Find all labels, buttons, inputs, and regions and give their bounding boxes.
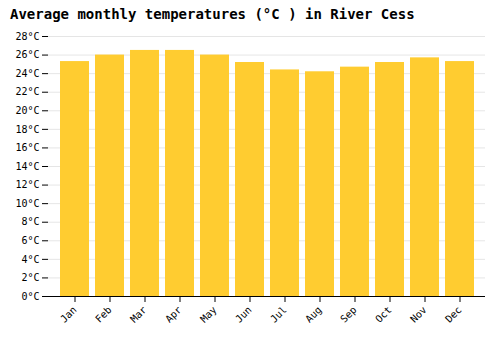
svg-text:Feb: Feb [93,304,114,325]
svg-text:0°C: 0°C [21,291,39,302]
svg-text:Jun: Jun [233,304,254,325]
svg-text:14°C: 14°C [15,161,39,172]
svg-text:24°C: 24°C [15,68,39,79]
svg-text:6°C: 6°C [21,235,39,246]
svg-text:20°C: 20°C [15,105,39,116]
svg-text:12°C: 12°C [15,179,39,190]
svg-text:2°C: 2°C [21,272,39,283]
svg-text:Jul: Jul [268,304,289,325]
svg-text:May: May [198,304,219,325]
svg-text:4°C: 4°C [21,254,39,265]
svg-text:18°C: 18°C [15,124,39,135]
svg-text:Nov: Nov [408,304,429,325]
svg-text:16°C: 16°C [15,142,39,153]
svg-text:Aug: Aug [303,304,324,325]
svg-text:Sep: Sep [338,304,359,325]
html-text:Average monthly temperatures (: Average monthly temperatures (°C ) in Ri… [10,6,415,22]
svg-text:26°C: 26°C [15,49,39,60]
svg-text:Apr: Apr [163,304,184,325]
svg-text:10°C: 10°C [15,198,39,209]
svg-text:28°C: 28°C [15,31,39,42]
svg-text:Oct: Oct [373,304,394,325]
svg-text:22°C: 22°C [15,86,39,97]
svg-text:Jan: Jan [58,304,79,325]
svg-text:8°C: 8°C [21,216,39,227]
svg-text:Mar: Mar [128,304,149,325]
svg-text:Dec: Dec [443,304,464,325]
